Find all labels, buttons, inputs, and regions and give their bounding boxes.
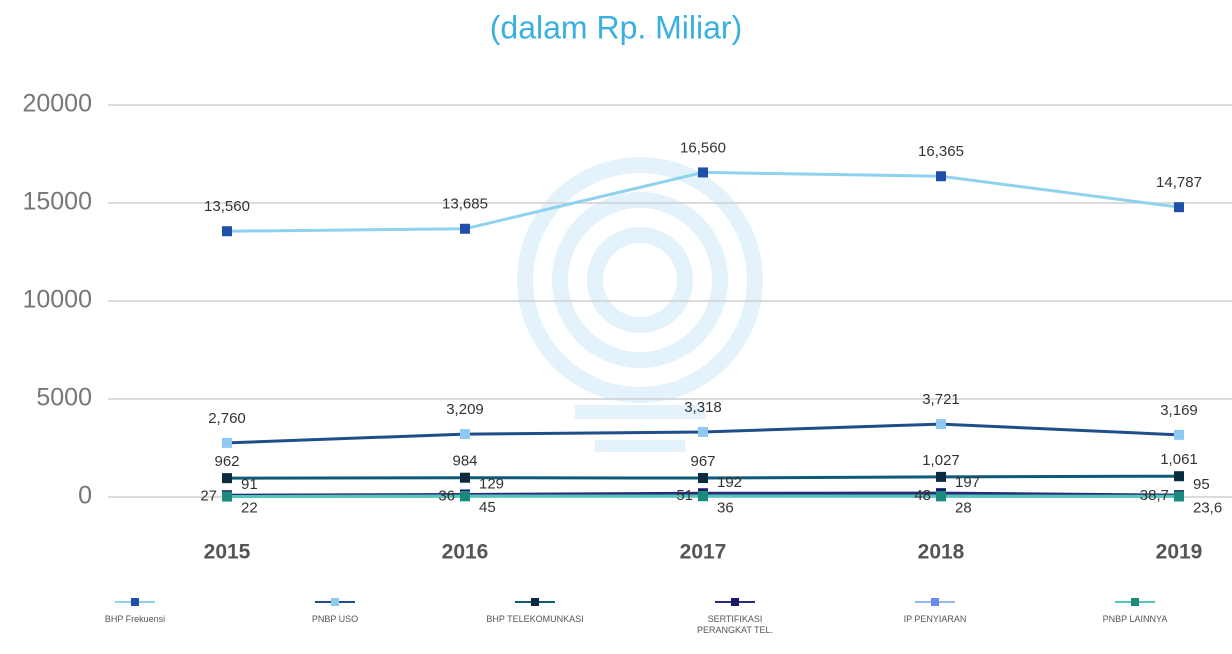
watermark xyxy=(517,157,763,452)
legend-icon xyxy=(1115,598,1155,606)
legend-label: PNBP USO xyxy=(311,614,359,624)
legend-label: IP PENYIARAN xyxy=(903,614,967,624)
marker xyxy=(936,471,946,482)
data-label: 1,027 xyxy=(922,452,960,469)
data-label: 3,209 xyxy=(446,401,484,418)
chart: (dalam Rp. Miliar) 0 5000 10000 15000 20000 2… xyxy=(22,9,1232,564)
legend-label: SERTIFIKASI PERANGKAT TEL. xyxy=(696,614,774,635)
marker xyxy=(222,473,232,484)
x-tick-label: 2015 xyxy=(204,541,251,564)
y-tick-label: 0 xyxy=(78,482,92,510)
data-label: 192 xyxy=(717,474,742,491)
x-tick-label: 2017 xyxy=(680,541,727,564)
legend-marker xyxy=(1131,598,1139,606)
chart-title: (dalam Rp. Miliar) xyxy=(490,9,742,45)
legend-label: PNBP LAINNYA xyxy=(1102,614,1168,624)
data-label: 3,721 xyxy=(922,391,960,408)
data-label: 962 xyxy=(214,453,239,470)
marker xyxy=(222,491,232,502)
data-label: 48 xyxy=(914,487,931,504)
data-label: 36 xyxy=(717,499,734,516)
marker xyxy=(1174,202,1184,213)
legend-icon xyxy=(915,598,955,606)
data-label: 28 xyxy=(955,499,972,516)
legend-item: BHP TELEKOMUNKASI xyxy=(460,596,610,636)
data-label: 38,7 xyxy=(1140,487,1169,504)
marker xyxy=(460,472,470,483)
legend-item: BHP Frekuensi xyxy=(60,596,210,636)
legend-label: BHP TELEKOMUNKASI xyxy=(486,614,584,624)
x-tick-label: 2018 xyxy=(918,541,965,564)
x-tick-label: 2019 xyxy=(1156,541,1203,564)
y-tick-label: 15000 xyxy=(22,188,92,216)
data-label: 16,365 xyxy=(918,143,964,160)
data-label: 13,560 xyxy=(204,198,250,215)
legend-marker xyxy=(531,598,539,606)
data-label: 3,169 xyxy=(1160,402,1198,419)
data-label: 95 xyxy=(1193,476,1210,493)
data-label: 3,318 xyxy=(684,399,722,416)
y-tick-label: 5000 xyxy=(36,384,92,412)
data-label: 23,6 xyxy=(1193,500,1222,517)
marker xyxy=(698,473,708,484)
marker xyxy=(698,491,708,502)
legend: BHP Frekuensi PNBP USO BHP TELEKOMUNKASI SE… xyxy=(60,596,1210,636)
marker xyxy=(460,491,470,502)
marker xyxy=(1174,429,1184,440)
legend-item: PNBP USO xyxy=(260,596,410,636)
marker xyxy=(1174,491,1184,502)
marker xyxy=(460,223,470,234)
x-tick-label: 2016 xyxy=(442,541,489,564)
data-label: 16,560 xyxy=(680,139,726,156)
marker xyxy=(936,491,946,502)
legend-marker xyxy=(131,598,139,606)
data-label: 27 xyxy=(200,487,217,504)
data-label: 45 xyxy=(479,499,496,516)
legend-marker xyxy=(331,598,339,606)
data-label: 51 xyxy=(676,487,693,504)
data-label: 22 xyxy=(241,500,258,517)
y-tick-label: 10000 xyxy=(22,286,92,314)
data-label: 2,760 xyxy=(208,410,246,427)
data-label: 36 xyxy=(438,487,455,504)
marker xyxy=(936,419,946,430)
marker xyxy=(222,226,232,237)
legend-icon xyxy=(715,598,755,606)
data-label: 129 xyxy=(479,475,504,492)
legend-item: IP PENYIARAN xyxy=(860,596,1010,636)
data-label: 14,787 xyxy=(1156,174,1202,191)
marker xyxy=(698,167,708,178)
legend-icon xyxy=(115,598,155,606)
data-label: 1,061 xyxy=(1160,451,1198,468)
data-label: 13,685 xyxy=(442,196,488,213)
marker xyxy=(460,429,470,440)
legend-item: PNBP LAINNYA xyxy=(1060,596,1210,636)
data-label: 91 xyxy=(241,476,258,493)
legend-marker xyxy=(731,598,739,606)
y-tick-label: 20000 xyxy=(22,90,92,118)
legend-icon xyxy=(315,598,355,606)
marker xyxy=(936,171,946,182)
marker xyxy=(698,426,708,437)
data-label: 984 xyxy=(452,453,477,470)
legend-item: SERTIFIKASI PERANGKAT TEL. xyxy=(660,596,810,636)
data-label: 197 xyxy=(955,474,980,491)
marker xyxy=(222,437,232,448)
data-label: 967 xyxy=(690,453,715,470)
marker xyxy=(1174,471,1184,482)
legend-label: BHP Frekuensi xyxy=(104,614,166,624)
legend-marker xyxy=(931,598,939,606)
legend-icon xyxy=(515,598,555,606)
